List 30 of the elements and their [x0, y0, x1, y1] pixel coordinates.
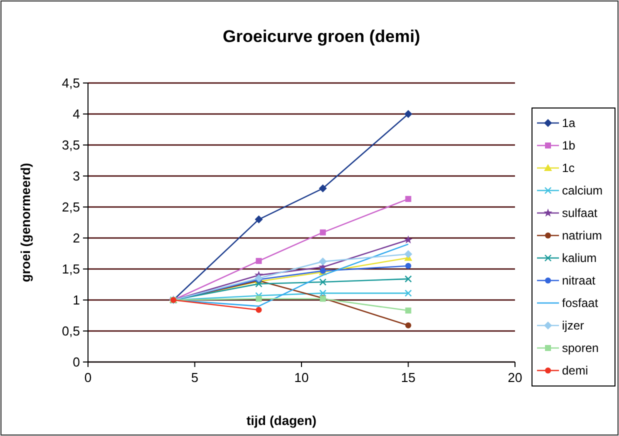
legend-label: fosfaat [562, 296, 599, 310]
x-tick-label: 0 [84, 370, 92, 385]
x-axis-title: tijd (dagen) [246, 413, 317, 428]
chart-title: Groeicurve groen (demi) [222, 27, 420, 46]
y-tick-label: 2,5 [62, 200, 80, 215]
y-axis-title: groei (genormeerd) [18, 162, 33, 282]
legend-label: 1b [562, 138, 576, 153]
y-tick-label: 1,5 [62, 262, 80, 277]
y-tick-label: 4,5 [62, 76, 80, 91]
x-tick-label: 5 [191, 370, 198, 385]
x-tick-label: 20 [508, 370, 522, 385]
legend-label: sulfaat [562, 206, 598, 220]
y-tick-label: 4 [72, 106, 80, 122]
y-tick-label: 3,5 [62, 138, 80, 153]
x-tick-label: 15 [401, 370, 416, 385]
legend-label: natrium [562, 228, 602, 243]
y-tick-label: 0,5 [62, 324, 80, 339]
legend-label: 1c [562, 161, 575, 176]
y-tick-label: 2 [72, 230, 80, 246]
legend-label: kalium [562, 251, 597, 266]
legend-label: 1a [562, 116, 576, 130]
legend-label: sporen [562, 341, 599, 356]
legend-label: calcium [562, 184, 603, 198]
y-tick-label: 1 [72, 292, 80, 308]
legend-label: ijzer [562, 318, 584, 333]
y-tick-label: 3 [72, 168, 80, 184]
legend-label: nitraat [562, 274, 596, 288]
legend-label: demi [562, 364, 588, 378]
y-tick-label: 0 [72, 354, 80, 370]
x-tick-label: 10 [294, 370, 309, 385]
